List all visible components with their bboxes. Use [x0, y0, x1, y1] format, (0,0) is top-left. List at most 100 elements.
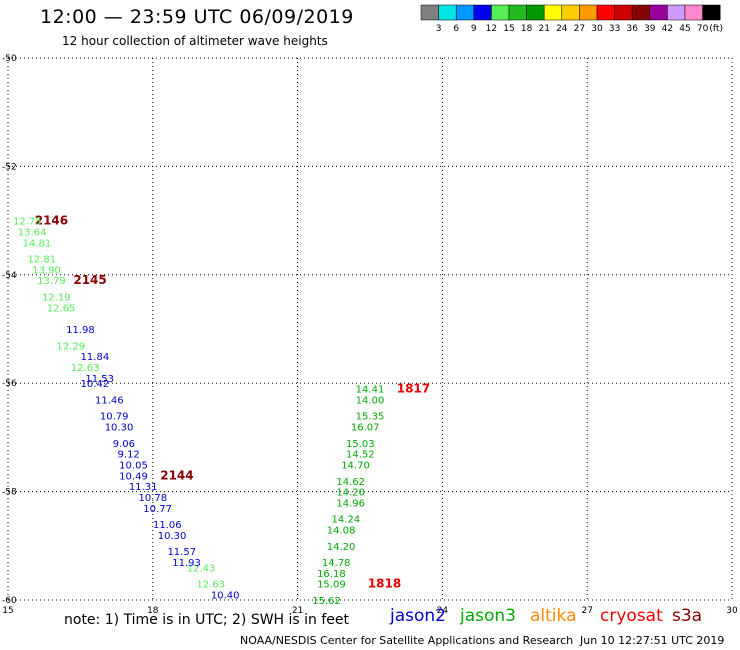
colorbar-label: 33: [609, 24, 620, 34]
footer-note: note: 1) Time is in UTC; 2) SWH is in fe…: [64, 612, 350, 628]
wave-height-label: 16.18: [317, 569, 346, 580]
wave-height-label: 13.90: [32, 265, 61, 276]
colorbar-label: 39: [644, 24, 656, 34]
wave-height-label: 11.06: [153, 520, 182, 531]
colorbar-label: 21: [538, 24, 549, 34]
colorbar-swatch: [543, 4, 563, 21]
colorbar-label: 12: [486, 24, 497, 34]
pass-time-label: 1817: [397, 382, 430, 396]
wave-height-label: 12.65: [47, 303, 76, 314]
pass-time-label: 2145: [73, 273, 106, 287]
colorbar-swatch: [561, 4, 580, 21]
wave-height-label: 11.53: [85, 374, 114, 385]
sat-label-cryosat: cryosat: [600, 606, 663, 626]
sat-label-altika: altika: [530, 606, 577, 626]
wave-height-label: 14.00: [356, 395, 385, 406]
wave-height-label: 12.43: [187, 563, 216, 574]
wave-height-label: 9.06: [113, 439, 135, 450]
pass-time-label: 2144: [160, 468, 193, 482]
colorbar-swatch: [596, 4, 615, 21]
colorbar-unit: (ft): [709, 24, 723, 34]
x-tick-label: 30: [726, 606, 738, 616]
colorbar-swatch: [491, 4, 510, 21]
wave-height-label: 10.78: [138, 493, 167, 504]
x-tick-label: 21: [292, 606, 303, 616]
y-tick-label: -56: [2, 379, 17, 389]
wave-height-label: 10.77: [143, 504, 172, 515]
colorbar-swatch: [579, 4, 598, 21]
wave-height-label: 10.40: [211, 591, 240, 602]
sat-label-jason2: jason2: [390, 606, 446, 626]
wave-height-label: 14.81: [23, 238, 52, 249]
wave-height-label: 10.49: [119, 471, 148, 482]
x-tick-label: 24: [437, 606, 449, 616]
wave-height-label: 11.98: [66, 325, 95, 336]
wave-height-label: 12.63: [196, 580, 225, 591]
wave-height-label: 16.07: [351, 423, 380, 434]
colorbar-swatch: [526, 4, 545, 21]
colorbar-label: 30: [591, 24, 603, 34]
colorbar-swatch: [473, 4, 492, 21]
wave-height-label: 14.20: [336, 488, 365, 499]
wave-height-label: 14.70: [341, 461, 370, 472]
wave-height-label: 12.63: [71, 363, 100, 374]
y-tick-label: -54: [2, 271, 17, 281]
pass-time-label: 2146: [35, 214, 68, 228]
wave-height-label: 13.64: [18, 227, 47, 238]
wave-height-label: 10.30: [158, 531, 187, 542]
wave-height-label: 10.42: [81, 379, 110, 390]
wave-height-label: 12.19: [42, 292, 71, 303]
colorbar-label: 24: [556, 24, 568, 34]
wave-height-label: 12.81: [27, 255, 56, 266]
colorbar-swatch: [438, 4, 457, 21]
colorbar-swatch: [508, 4, 527, 21]
y-tick-label: -58: [2, 488, 17, 498]
wave-height-label: 9.12: [118, 450, 140, 461]
colorbar-swatch: [667, 4, 686, 21]
wave-height-label: 14.24: [332, 515, 361, 526]
wave-height-label: 14.20: [327, 542, 356, 553]
wave-height-label: 12.75: [13, 217, 42, 228]
page-subtitle: 12 hour collection of altimeter wave hei…: [62, 34, 328, 48]
wave-height-label: 10.05: [119, 461, 148, 472]
colorbar-label: 9: [471, 24, 477, 34]
x-tick-label: 27: [581, 606, 592, 616]
wave-height-label: 10.30: [105, 423, 134, 434]
colorbar-swatch: [649, 4, 668, 21]
wave-height-label: 11.93: [172, 558, 201, 569]
colorbar-swatch: [420, 4, 439, 21]
wave-height-label: 14.96: [336, 498, 365, 509]
colorbar-label: 36: [626, 24, 638, 34]
y-tick-label: -52: [2, 162, 17, 172]
sat-label-s3a: s3a: [672, 606, 703, 626]
wave-height-label: 14.41: [356, 385, 385, 396]
colorbar-swatch: [455, 4, 475, 21]
colorbar-label: 3: [436, 24, 442, 34]
wave-height-label: 14.78: [322, 558, 351, 569]
wave-height-label: 13.79: [37, 276, 66, 287]
colorbar-label: 42: [662, 24, 673, 34]
colorbar-label: 18: [521, 24, 533, 34]
timestamp-text: Jun 10 12:27:51 UTC 2019: [580, 634, 725, 647]
credit-text: NOAA/NESDIS Center for Satellite Applica…: [240, 634, 574, 647]
wave-height-label: 11.84: [81, 352, 110, 363]
wave-height-label: 11.57: [167, 547, 196, 558]
colorbar-label: 45: [679, 24, 690, 34]
page-title: 12:00 — 23:59 UTC 06/09/2019: [40, 6, 354, 28]
pass-time-label: 1818: [368, 577, 401, 591]
wave-height-label: 15.03: [346, 439, 375, 450]
x-tick-label: 18: [147, 606, 159, 616]
y-tick-label: -50: [2, 54, 17, 64]
colorbar-label: 15: [503, 24, 514, 34]
wave-height-label: 11.46: [95, 395, 124, 406]
wave-height-label: 10.79: [100, 412, 129, 423]
colorbar-label: 70: [697, 24, 709, 34]
wave-height-label: 15.09: [317, 580, 346, 591]
wave-height-label: 15.35: [356, 412, 385, 423]
wave-height-label: 14.08: [327, 526, 356, 537]
colorbar-label: 6: [453, 24, 459, 34]
colorbar-swatch: [631, 4, 651, 21]
colorbar-swatch: [702, 4, 721, 21]
y-tick-label: -60: [2, 596, 17, 606]
